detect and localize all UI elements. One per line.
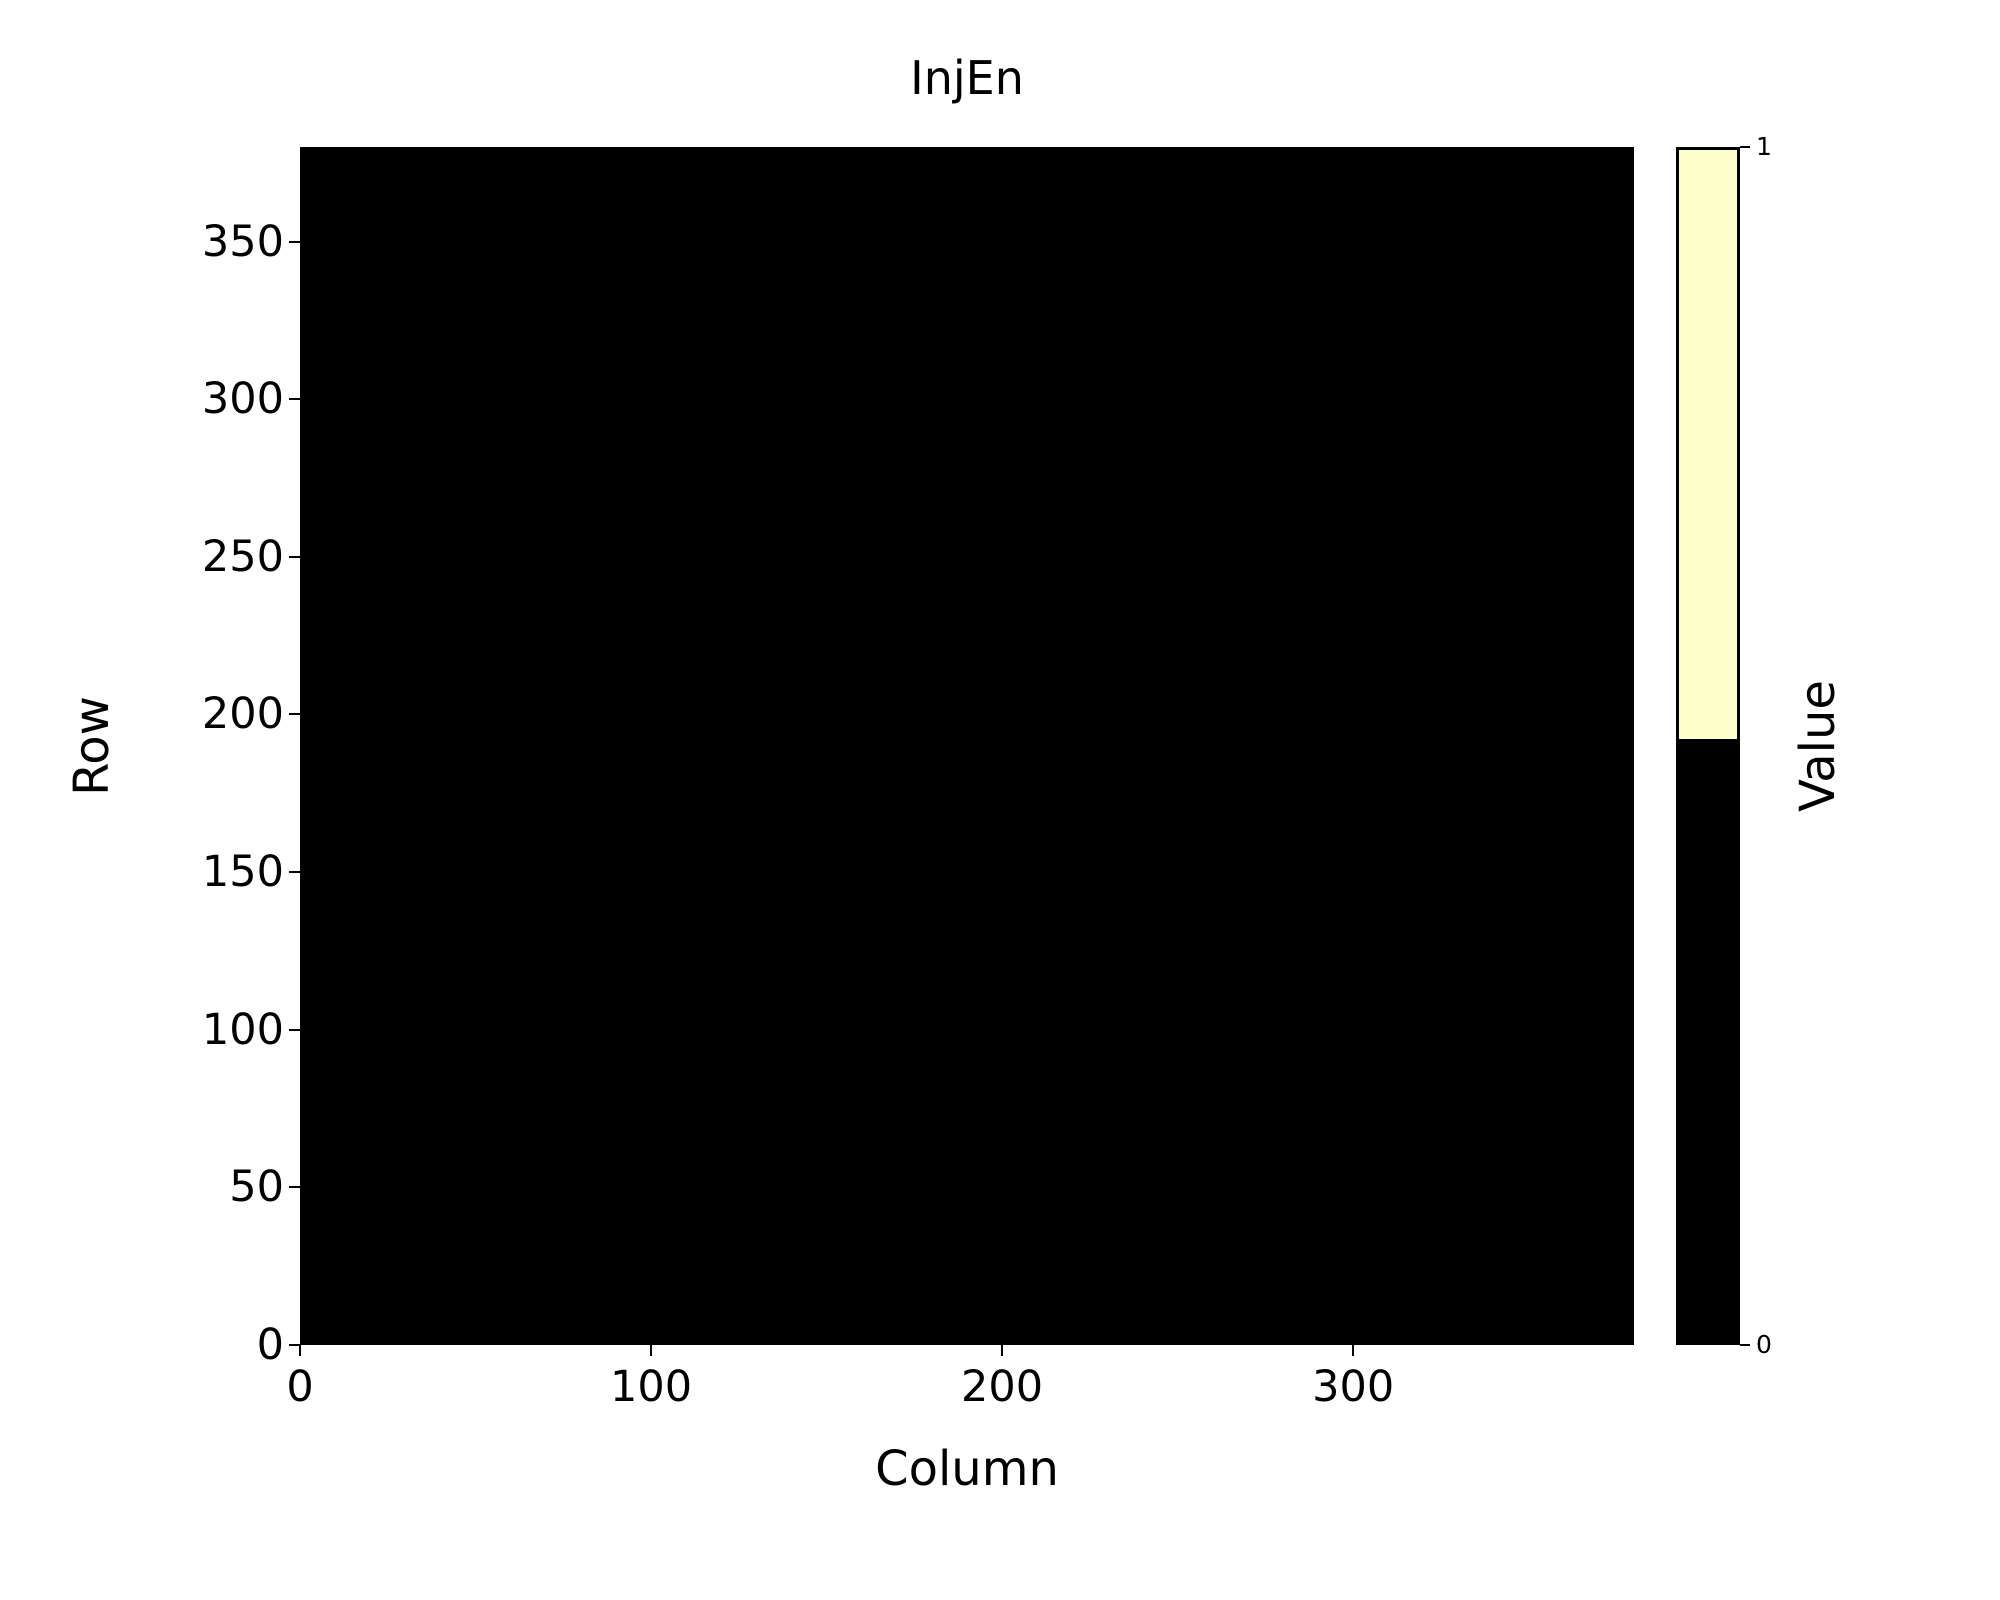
colorbar-high-segment — [1679, 150, 1737, 739]
heatmap-image — [300, 147, 1634, 1345]
colorbar-tick-mark — [1740, 146, 1750, 148]
y-tick-mark — [289, 1028, 300, 1031]
heatmap-axes[interactable] — [300, 147, 1634, 1345]
y-tick-label: 0 — [256, 1320, 284, 1370]
x-tick-label: 100 — [610, 1362, 693, 1412]
page-title: InjEn — [910, 51, 1024, 105]
y-tick-mark — [289, 398, 300, 401]
y-tick-label: 250 — [201, 531, 284, 582]
colorbar-tick-mark — [1740, 1344, 1750, 1346]
x-tick-mark — [650, 1345, 653, 1356]
colorbar[interactable] — [1676, 147, 1740, 1345]
colorbar-label: Value — [1790, 680, 1846, 812]
colorbar-low-segment — [1679, 738, 1737, 1342]
y-tick-label: 100 — [201, 1004, 284, 1055]
colorbar-tick-label: 0 — [1756, 1330, 1772, 1359]
y-tick-label: 200 — [201, 689, 284, 740]
y-tick-mark — [289, 713, 300, 716]
x-tick-mark — [299, 1345, 301, 1356]
y-tick-label: 150 — [201, 847, 284, 898]
x-tick-mark — [1352, 1345, 1355, 1356]
x-tick-label: 0 — [286, 1362, 314, 1412]
x-tick-label: 200 — [961, 1362, 1044, 1412]
x-tick-label: 300 — [1312, 1362, 1395, 1412]
x-axis-label: Column — [875, 1441, 1059, 1497]
y-tick-mark — [289, 871, 300, 874]
y-tick-mark — [289, 555, 300, 558]
y-tick-mark — [289, 1344, 300, 1346]
colorbar-tick-label: 1 — [1756, 132, 1772, 161]
y-tick-label: 50 — [229, 1162, 284, 1213]
y-tick-label: 300 — [201, 374, 284, 425]
y-tick-mark — [289, 1186, 300, 1189]
x-tick-mark — [1001, 1345, 1004, 1356]
y-axis-label: Row — [64, 696, 120, 796]
y-tick-label: 350 — [201, 216, 284, 267]
y-tick-mark — [289, 240, 300, 243]
